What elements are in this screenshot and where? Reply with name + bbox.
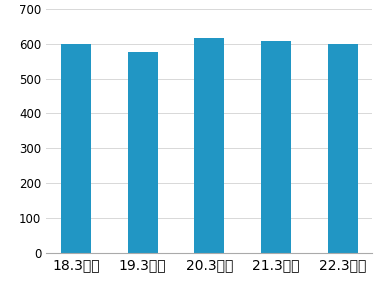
Bar (61, 44, 91, 253)
Bar (328, 44, 358, 253)
Bar (194, 38, 224, 253)
Bar (261, 41, 291, 253)
Bar (127, 52, 157, 253)
